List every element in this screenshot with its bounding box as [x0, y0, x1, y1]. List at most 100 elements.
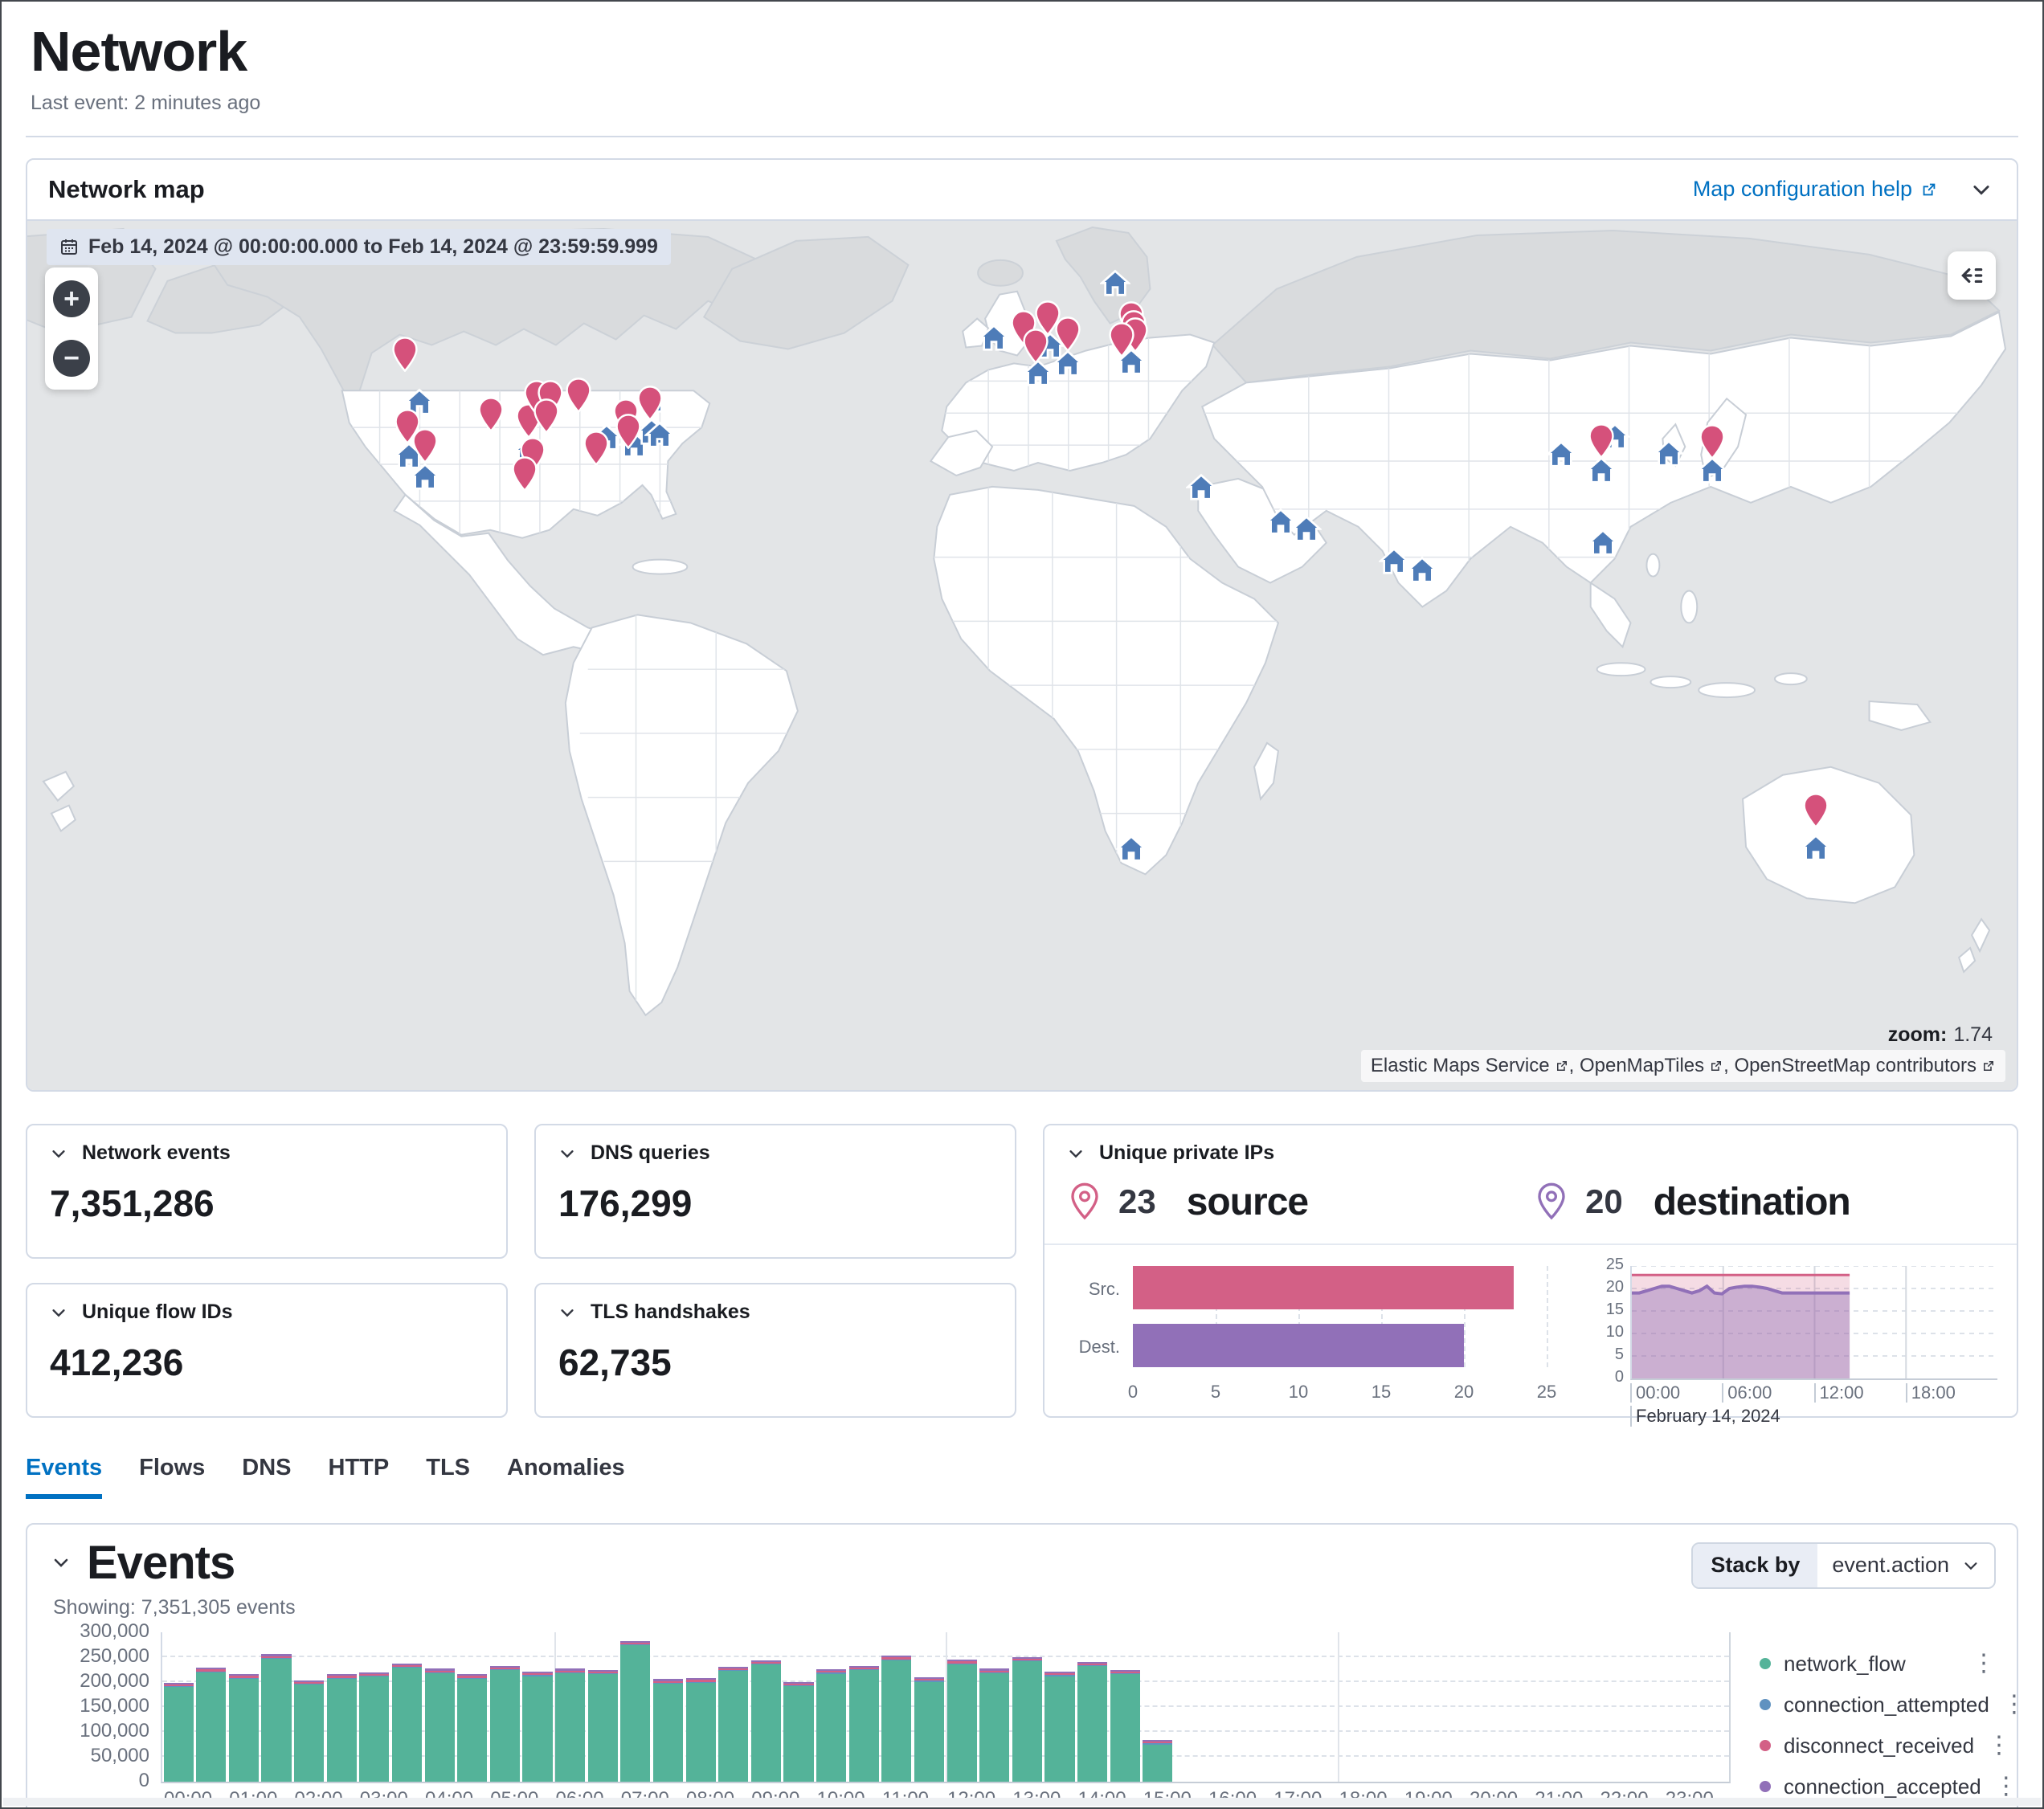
destination-home-marker[interactable]: [1115, 347, 1148, 382]
events-bar-13:30[interactable]: [1044, 1672, 1075, 1782]
legend-item-connection_attempted[interactable]: connection_attempted ⋮: [1760, 1693, 2026, 1717]
events-bar-09:00[interactable]: [750, 1660, 781, 1782]
source-pin-marker[interactable]: [615, 414, 642, 453]
events-bar-06:30[interactable]: [587, 1669, 618, 1782]
source-pin-marker[interactable]: [1108, 321, 1135, 361]
panel-collapse-button[interactable]: [555, 1301, 579, 1325]
events-bar-01:30[interactable]: [261, 1654, 292, 1782]
events-bar-04:00[interactable]: [424, 1668, 455, 1782]
tab-events[interactable]: Events: [26, 1455, 103, 1499]
map-panel-collapse-button[interactable]: [1967, 175, 1996, 204]
events-bar-00:00[interactable]: [163, 1682, 194, 1782]
map-configuration-help-link[interactable]: Map configuration help: [1693, 177, 1938, 202]
destination-home-marker[interactable]: [1377, 545, 1411, 580]
legend-item-menu[interactable]: ⋮: [2001, 1691, 2026, 1717]
panel-collapse-button[interactable]: [555, 1141, 579, 1166]
events-bar-03:30[interactable]: [391, 1663, 422, 1782]
destination-home-marker[interactable]: [1115, 833, 1148, 868]
events-collapse-button[interactable]: [48, 1550, 74, 1575]
destination-home-marker[interactable]: [403, 386, 435, 421]
events-bar-09:30[interactable]: [783, 1681, 814, 1782]
events-bar-07:00[interactable]: [620, 1640, 651, 1782]
panel-collapse-button[interactable]: [47, 1301, 71, 1325]
events-bar-11:00[interactable]: [881, 1656, 912, 1782]
events-bar-12:00[interactable]: [946, 1660, 977, 1782]
destination-home-marker[interactable]: [1184, 472, 1217, 506]
tab-anomalies[interactable]: Anomalies: [507, 1454, 625, 1480]
destination-home-marker[interactable]: [1405, 554, 1438, 589]
events-bar-08:00[interactable]: [685, 1678, 716, 1782]
destination-home-marker[interactable]: [1696, 455, 1729, 490]
destination-home-marker[interactable]: [1586, 528, 1620, 562]
events-bar-02:00[interactable]: [294, 1680, 325, 1782]
destination-home-marker[interactable]: [978, 322, 1011, 357]
tab-http[interactable]: HTTP: [328, 1454, 390, 1480]
events-bar-14:00[interactable]: [1077, 1661, 1108, 1782]
destination-home-marker[interactable]: [1051, 349, 1085, 383]
events-bar-10:30[interactable]: [848, 1665, 879, 1782]
events-bar-12:30[interactable]: [979, 1668, 1010, 1782]
destination-home-marker[interactable]: [1799, 832, 1833, 867]
source-pin-marker[interactable]: [511, 456, 538, 496]
source-pin-marker[interactable]: [1699, 424, 1726, 463]
map-canvas[interactable]: Feb 14, 2024 @ 00:00:00.000 to Feb 14, 2…: [27, 218, 2017, 1090]
destination-home-marker[interactable]: [1290, 513, 1323, 548]
destination-home-marker[interactable]: [409, 461, 442, 496]
source-pin-marker[interactable]: [1802, 793, 1829, 832]
events-bar-13:00[interactable]: [1012, 1656, 1042, 1782]
attribution-link[interactable]: Elastic Maps Service: [1370, 1054, 1550, 1076]
scrollbar-track[interactable]: [3, 1798, 2041, 1806]
destination-home-marker[interactable]: [1652, 438, 1685, 472]
events-bar-11:30[interactable]: [914, 1676, 944, 1782]
panel-collapse-button[interactable]: [1064, 1141, 1088, 1166]
events-bar-08:30[interactable]: [718, 1666, 749, 1782]
legend-item-disconnect_received[interactable]: disconnect_received ⋮: [1760, 1733, 2011, 1758]
events-bar-01:00[interactable]: [228, 1674, 259, 1782]
source-pin-marker[interactable]: [533, 398, 560, 438]
source-pin-marker[interactable]: [583, 431, 610, 470]
destination-home-marker[interactable]: [1099, 267, 1132, 302]
source-pin-marker[interactable]: [1588, 423, 1615, 463]
source-pin-marker[interactable]: [477, 396, 505, 436]
events-bar-00:30[interactable]: [196, 1668, 227, 1782]
zoom-in-button[interactable]: +: [53, 280, 90, 317]
source-pin-marker[interactable]: [391, 337, 419, 376]
events-bar-02:30[interactable]: [326, 1674, 357, 1782]
map-layers-toggle-button[interactable]: [1948, 251, 1996, 300]
zoom-out-button[interactable]: −: [53, 339, 90, 377]
ips-bar-Dest.[interactable]: [1133, 1323, 1464, 1367]
legend-item-network_flow[interactable]: network_flow ⋮: [1760, 1652, 1996, 1676]
source-pin-marker[interactable]: [565, 378, 592, 417]
source-pin-marker[interactable]: [1022, 329, 1049, 368]
events-bar-15:00[interactable]: [1143, 1740, 1173, 1782]
destination-home-marker[interactable]: [1021, 358, 1054, 393]
tab-dns[interactable]: DNS: [242, 1454, 292, 1480]
destination-home-marker[interactable]: [1264, 507, 1298, 541]
events-bar-07:30[interactable]: [652, 1679, 683, 1782]
tab-flows[interactable]: Flows: [139, 1454, 206, 1480]
legend-item-menu[interactable]: ⋮: [1993, 1773, 2018, 1799]
ips-bar-Src.[interactable]: [1133, 1265, 1514, 1309]
stack-by-select[interactable]: event.action: [1817, 1543, 1994, 1587]
events-bar-05:30[interactable]: [522, 1672, 553, 1782]
events-bar-10:00[interactable]: [816, 1669, 847, 1782]
attribution-link[interactable]: OpenMapTiles: [1579, 1054, 1705, 1076]
source-pin-marker[interactable]: [1034, 300, 1061, 340]
events-bar-05:00[interactable]: [489, 1665, 520, 1782]
events-bar-04:30[interactable]: [457, 1674, 488, 1782]
source-pin-marker[interactable]: [636, 385, 664, 425]
events-bar-03:00[interactable]: [359, 1672, 390, 1782]
legend-item-connection_accepted[interactable]: connection_accepted ⋮: [1760, 1774, 2018, 1799]
legend-item-menu[interactable]: ⋮: [1987, 1732, 2012, 1758]
tab-tls[interactable]: TLS: [426, 1454, 471, 1480]
legend-item-menu[interactable]: ⋮: [1972, 1650, 1996, 1676]
destination-home-marker[interactable]: [644, 419, 677, 454]
events-bar-06:00[interactable]: [555, 1668, 586, 1782]
source-pin-marker[interactable]: [394, 409, 421, 448]
attribution-link[interactable]: OpenStreetMap contributors: [1734, 1054, 1977, 1076]
destination-home-marker[interactable]: [1584, 455, 1617, 490]
events-bar-14:30[interactable]: [1110, 1669, 1140, 1782]
source-pin-marker[interactable]: [1054, 316, 1081, 356]
panel-collapse-button[interactable]: [47, 1141, 71, 1166]
destination-home-marker[interactable]: [1544, 439, 1578, 473]
